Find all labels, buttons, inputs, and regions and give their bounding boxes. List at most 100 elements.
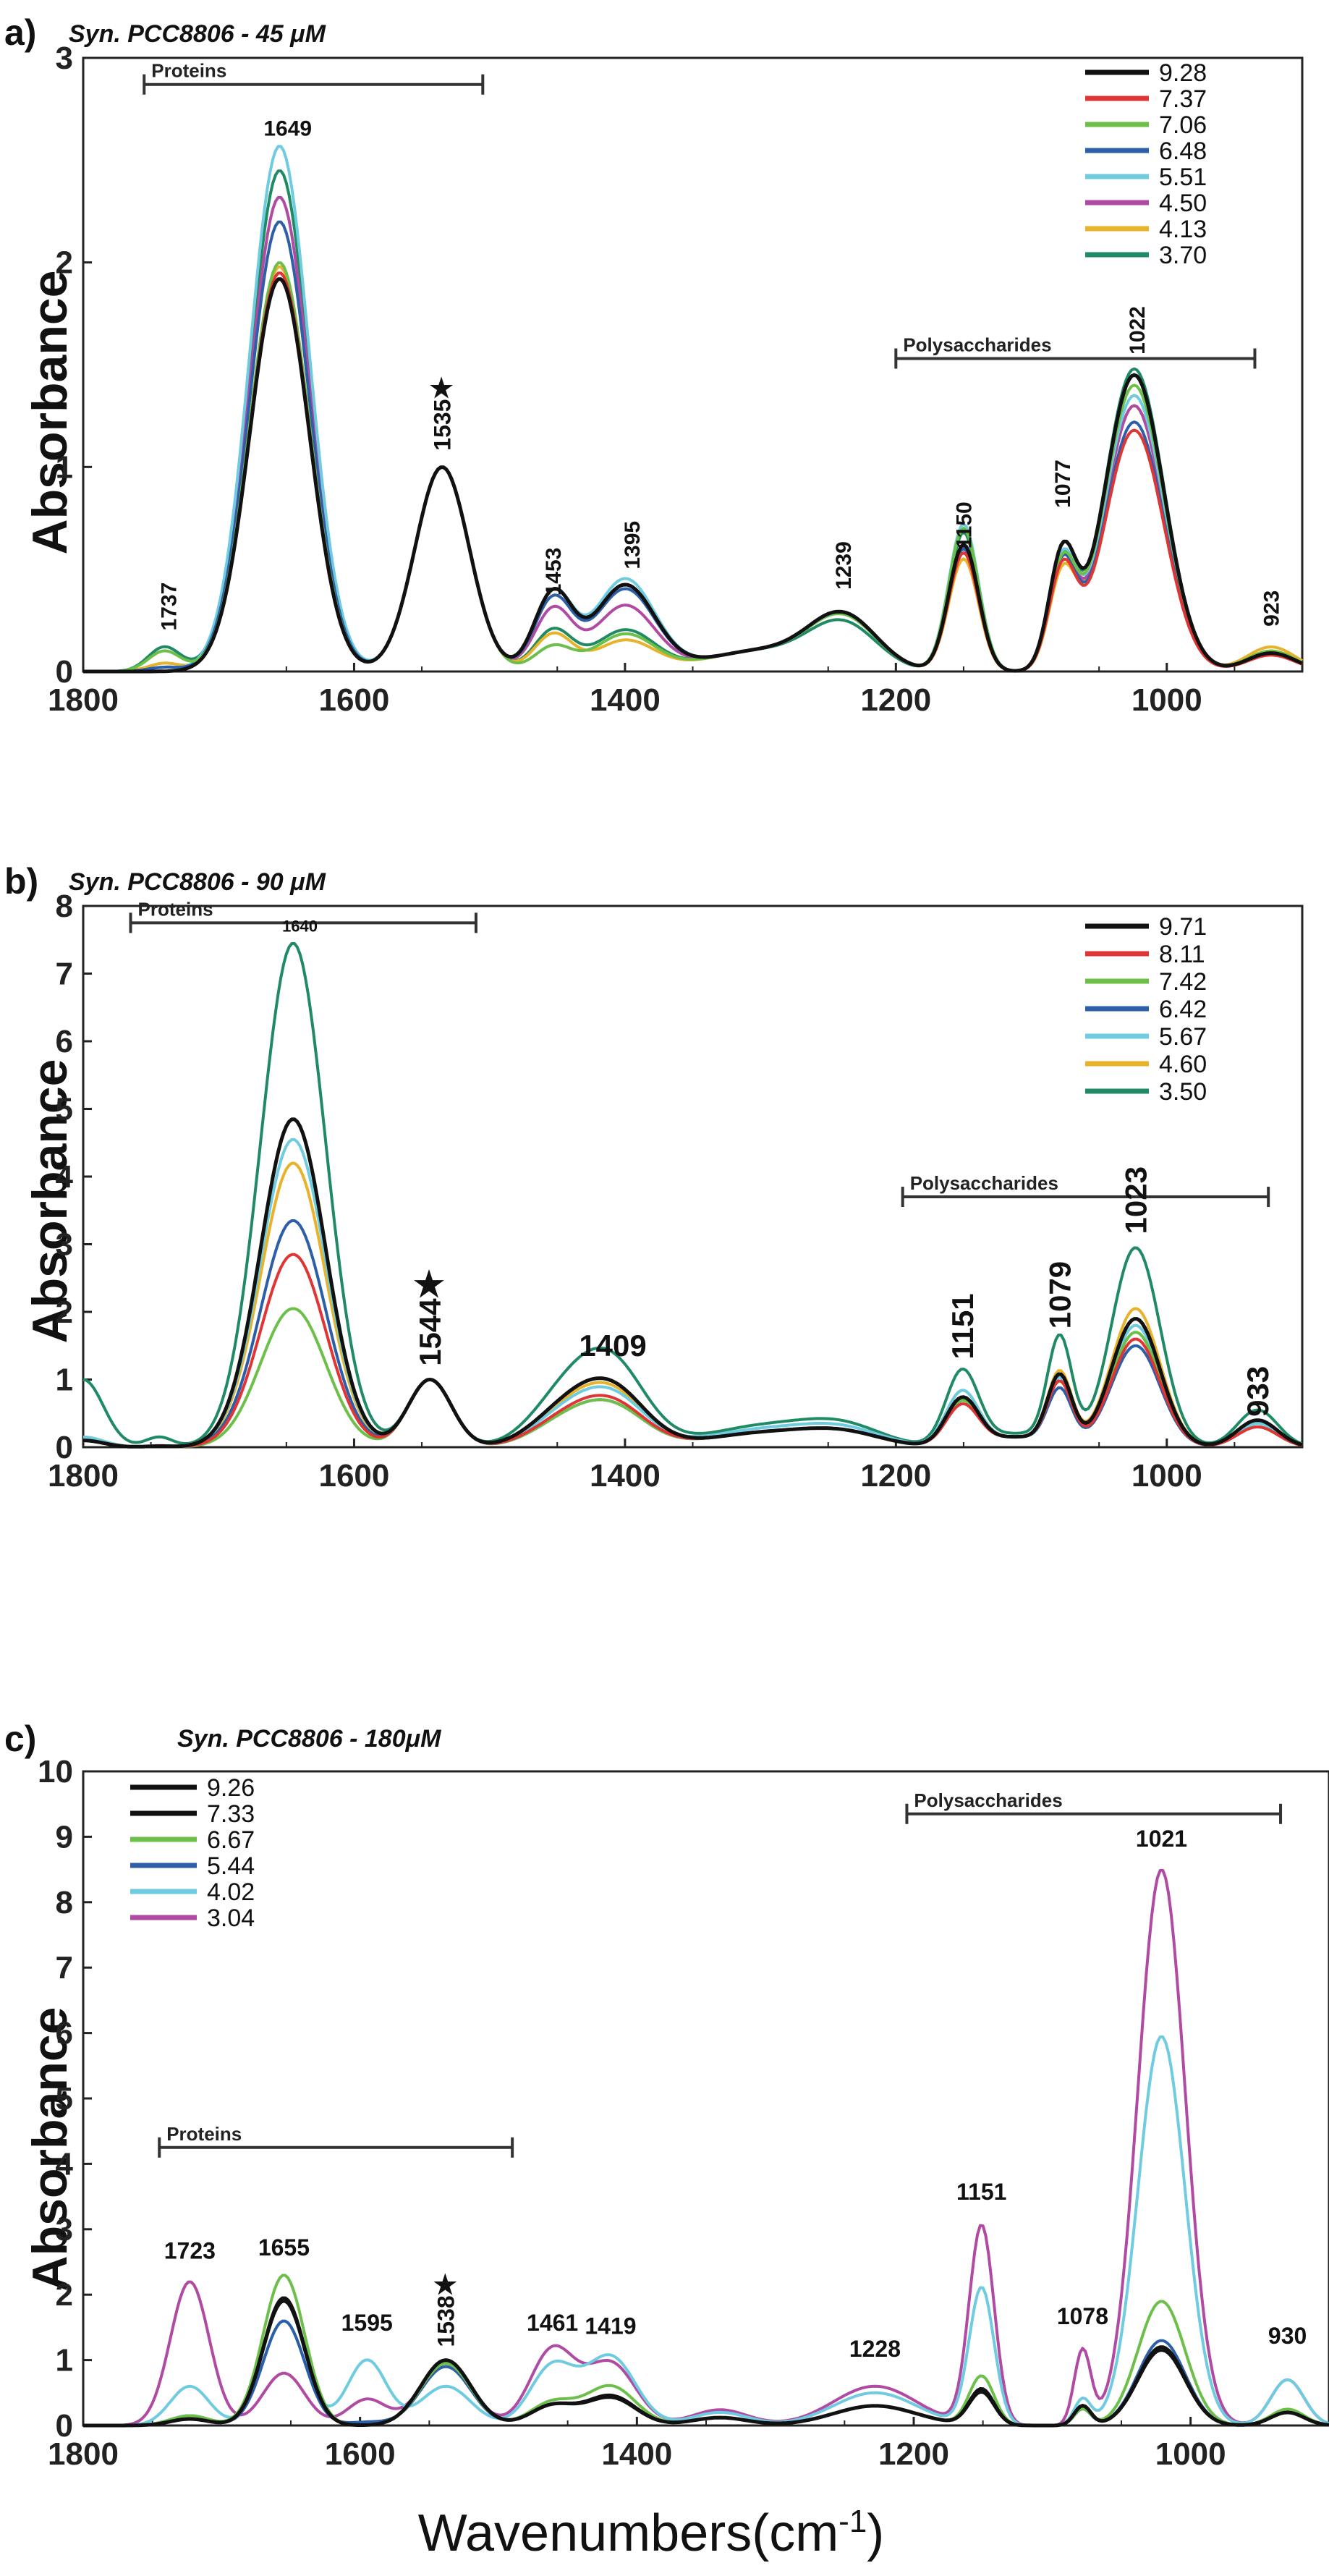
peak-annotation: 1151: [956, 2179, 1006, 2205]
bracket-label: Polysaccharides: [903, 334, 1051, 356]
y-tick-label: 8: [56, 1885, 73, 1920]
star-marker: ★: [433, 2270, 457, 2300]
peak-label: 930: [1268, 2323, 1307, 2349]
y-tick-label: 1: [56, 1363, 73, 1398]
y-tick-label: 9: [56, 1819, 73, 1855]
x-tick-label: 1400: [590, 1458, 661, 1494]
x-axis-label: Wavenumbers(cm-1): [418, 2504, 885, 2562]
peak-label: 1077: [1051, 459, 1075, 508]
series-line-6-48: [83, 220, 1303, 673]
series-line-9-28: [83, 277, 1304, 674]
legend: 9.287.377.066.485.514.504.133.70: [1085, 59, 1207, 269]
peak-annotation: 1395: [621, 521, 645, 569]
peak-label: 1419: [585, 2313, 636, 2339]
peak-annotation: 1655: [258, 2234, 310, 2261]
peak-label: 1461: [527, 2310, 578, 2336]
legend-label: 4.02: [207, 1878, 255, 1906]
y-tick-label: 6: [56, 1024, 73, 1059]
peak-annotation: 1595: [341, 2310, 393, 2336]
legend-label: 9.28: [1159, 59, 1207, 87]
peak-label: 1023: [1118, 1166, 1152, 1234]
bracket-label: Proteins: [138, 898, 213, 920]
y-axis-label-b: Absorbance: [22, 1059, 77, 1344]
x-tick-label: 1200: [860, 1458, 931, 1494]
peak-label: 1228: [849, 2336, 901, 2362]
peak-label: 1595: [341, 2310, 393, 2336]
x-tick-label: 1600: [318, 682, 389, 718]
panel-title-a: Syn. PCC8806 - 45 μM: [69, 20, 326, 48]
peak-annotation: 1535★: [429, 373, 455, 451]
x-tick-label: 1400: [601, 2436, 672, 2472]
y-tick-label: 3: [56, 2212, 73, 2247]
panel-title-c: Syn. PCC8806 - 180μM: [177, 1725, 441, 1753]
x-tick-label: 1800: [48, 682, 119, 718]
series-line-9-26: [83, 2296, 1329, 2428]
y-tick-label: 3: [56, 41, 73, 76]
peak-annotation: 1640: [282, 918, 318, 936]
peak-annotation: 1078: [1057, 2303, 1108, 2329]
peak-annotation: 1150: [952, 501, 976, 548]
peak-label: 1640: [282, 918, 318, 936]
panel-title-b: Syn. PCC8806 - 90 μM: [69, 868, 326, 896]
peak-annotation: 1409: [579, 1329, 646, 1363]
peak-label: 1544: [413, 1298, 447, 1366]
peak-label: 1723: [164, 2237, 216, 2263]
y-tick-label: 0: [56, 654, 73, 690]
peak-annotation: 1461: [527, 2310, 578, 2336]
legend: 9.718.117.426.425.674.603.50: [1085, 913, 1207, 1106]
panel-label-a: a): [4, 12, 36, 53]
legend-label: 6.42: [1159, 996, 1207, 1023]
series-line-7-37: [83, 271, 1303, 673]
peak-label: 1150: [952, 501, 976, 548]
legend-label: 6.67: [207, 1826, 255, 1854]
legend: 9.267.336.675.444.023.04: [130, 1774, 255, 1932]
series-line-6-67: [83, 2274, 1329, 2427]
legend-label: 3.50: [1159, 1078, 1207, 1106]
x-tick-label: 1800: [48, 2436, 119, 2472]
x-tick-label: 1000: [1131, 1458, 1202, 1494]
legend-label: 4.13: [1159, 216, 1207, 243]
peak-annotation: 1723: [164, 2237, 216, 2263]
peak-label: 1535: [429, 399, 455, 451]
x-axis-label-superscript: -1: [838, 2504, 867, 2539]
x-axis-label-close: ): [867, 2504, 884, 2562]
y-tick-label: 3: [56, 1227, 73, 1263]
peak-annotation: 1538★: [433, 2270, 459, 2347]
x-tick-label: 1200: [860, 682, 931, 718]
y-tick-label: 7: [56, 1950, 73, 1986]
peak-label: 1151: [946, 1293, 980, 1359]
y-axis-label-a: Absorbance: [22, 271, 77, 555]
y-tick-label: 2: [56, 2277, 73, 2313]
y-axis-label-c: Absorbance: [22, 2007, 77, 2292]
peak-annotation: 1737: [157, 582, 181, 631]
peak-label: 1151: [956, 2179, 1006, 2205]
legend-label: 4.60: [1159, 1051, 1207, 1078]
x-tick-label: 1800: [48, 1458, 119, 1494]
bracket-label: Proteins: [166, 2123, 242, 2145]
legend-label: 5.44: [207, 1852, 255, 1880]
legend-label: 9.71: [1159, 913, 1207, 941]
star-marker: ★: [430, 373, 454, 403]
peak-annotation: 1228: [849, 2336, 901, 2362]
y-tick-label: 0: [56, 2408, 73, 2444]
peak-label: 923: [1260, 590, 1283, 627]
peak-annotation: 1419: [585, 2313, 636, 2339]
bracket-label: Proteins: [151, 60, 226, 82]
peak-label: 1649: [263, 116, 312, 140]
legend-label: 7.33: [207, 1800, 255, 1828]
legend-label: 7.37: [1159, 85, 1207, 113]
x-tick-label: 1400: [590, 682, 661, 718]
peak-annotation: 1453: [542, 548, 566, 596]
plot-area-c: 1800 1600 1400 1200 1000 0 1 2 3 4 5 6 7 8 9 10 Proteins…: [38, 1754, 1329, 2472]
peak-annotation: 1079: [1043, 1261, 1077, 1329]
legend-label: 3.04: [207, 1905, 255, 1932]
series-line-7-42: [82, 1307, 1303, 1449]
legend-label: 5.67: [1159, 1023, 1207, 1051]
peak-annotation: 930: [1268, 2323, 1307, 2349]
legend-label: 3.70: [1159, 242, 1207, 269]
y-tick-label: 2: [56, 245, 73, 281]
y-tick-label: 1: [56, 2343, 73, 2378]
y-tick-label: 4: [56, 1159, 74, 1195]
series-line-3-04: [83, 1868, 1329, 2427]
y-tick-label: 5: [56, 1092, 73, 1127]
